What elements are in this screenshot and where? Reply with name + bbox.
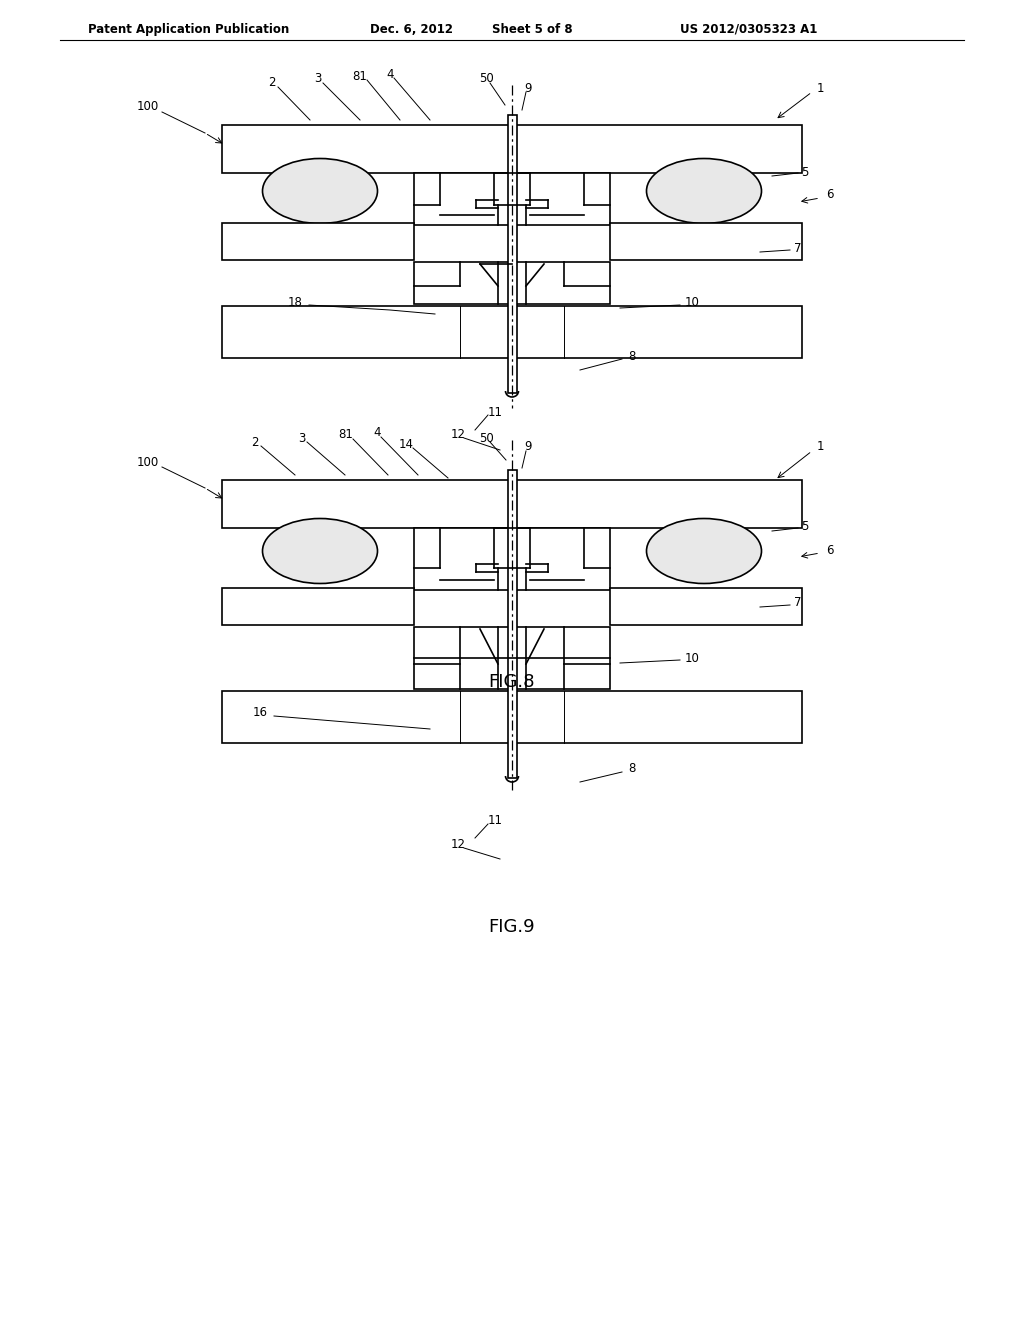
Text: 2: 2 bbox=[268, 77, 275, 90]
Text: 81: 81 bbox=[352, 70, 368, 82]
Text: 11: 11 bbox=[487, 405, 503, 418]
Text: 2: 2 bbox=[251, 436, 259, 449]
Text: 12: 12 bbox=[451, 429, 466, 441]
Text: 100: 100 bbox=[137, 100, 159, 114]
Bar bbox=[222, 125, 802, 173]
Ellipse shape bbox=[262, 158, 378, 223]
Text: 16: 16 bbox=[253, 706, 267, 719]
Text: Dec. 6, 2012: Dec. 6, 2012 bbox=[370, 22, 453, 36]
Text: FIG.8: FIG.8 bbox=[488, 673, 536, 690]
Text: Sheet 5 of 8: Sheet 5 of 8 bbox=[492, 22, 572, 36]
Bar bbox=[610, 587, 802, 624]
Bar bbox=[610, 223, 802, 260]
Text: 4: 4 bbox=[374, 426, 381, 440]
Text: 18: 18 bbox=[288, 296, 302, 309]
Text: 81: 81 bbox=[339, 429, 353, 441]
Ellipse shape bbox=[262, 519, 378, 583]
Text: 10: 10 bbox=[685, 652, 699, 664]
Text: US 2012/0305323 A1: US 2012/0305323 A1 bbox=[680, 22, 817, 36]
Text: 3: 3 bbox=[298, 432, 306, 445]
Bar bbox=[508, 115, 517, 393]
Text: 9: 9 bbox=[524, 441, 531, 454]
Text: 1: 1 bbox=[816, 82, 823, 95]
Text: 9: 9 bbox=[524, 82, 531, 95]
Bar bbox=[222, 223, 414, 260]
Text: 10: 10 bbox=[685, 297, 699, 309]
Text: FIG.9: FIG.9 bbox=[488, 917, 536, 936]
Text: 7: 7 bbox=[795, 597, 802, 610]
Ellipse shape bbox=[646, 158, 762, 223]
Bar bbox=[414, 528, 610, 590]
Bar bbox=[414, 627, 610, 689]
Text: 14: 14 bbox=[398, 437, 414, 450]
Bar bbox=[222, 587, 414, 624]
Text: 6: 6 bbox=[826, 544, 834, 557]
Text: 1: 1 bbox=[816, 441, 823, 454]
Text: 6: 6 bbox=[826, 189, 834, 202]
Text: 100: 100 bbox=[137, 455, 159, 469]
Text: 50: 50 bbox=[479, 73, 495, 86]
Text: 5: 5 bbox=[802, 520, 809, 533]
Bar bbox=[222, 306, 802, 358]
Text: 4: 4 bbox=[386, 67, 394, 81]
Text: 8: 8 bbox=[629, 350, 636, 363]
Bar bbox=[414, 173, 610, 224]
Bar bbox=[222, 480, 802, 528]
Text: Patent Application Publication: Patent Application Publication bbox=[88, 22, 289, 36]
Text: 50: 50 bbox=[479, 432, 495, 445]
Bar bbox=[414, 261, 610, 304]
Text: 5: 5 bbox=[802, 165, 809, 178]
Text: 11: 11 bbox=[487, 814, 503, 828]
Text: 3: 3 bbox=[314, 73, 322, 86]
Bar bbox=[508, 470, 517, 777]
Ellipse shape bbox=[646, 519, 762, 583]
Text: 7: 7 bbox=[795, 242, 802, 255]
Text: 8: 8 bbox=[629, 763, 636, 776]
Text: 12: 12 bbox=[451, 838, 466, 851]
Bar bbox=[222, 690, 802, 743]
